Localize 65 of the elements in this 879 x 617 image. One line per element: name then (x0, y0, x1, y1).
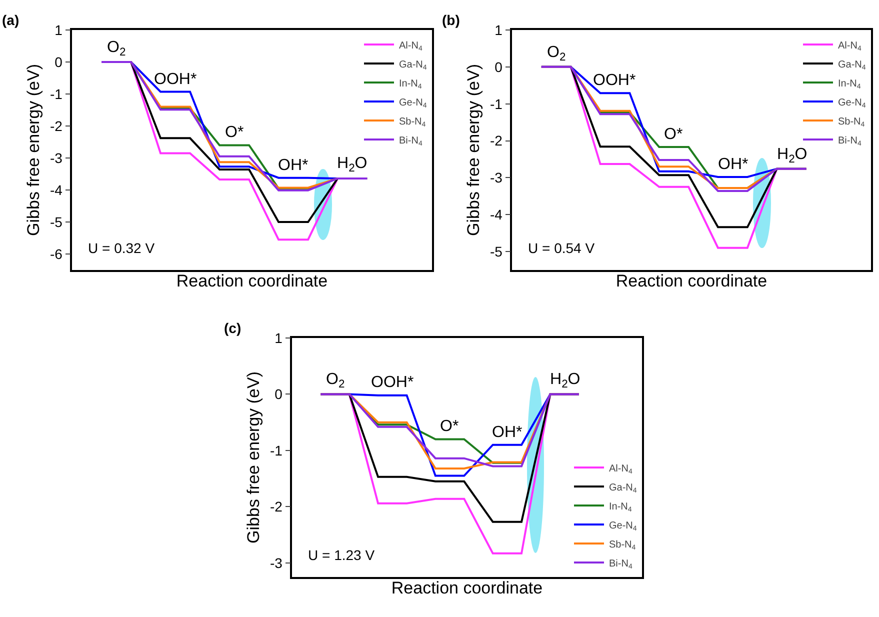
legend-label: In-N$_{4}$ (609, 501, 632, 514)
annotation: O$_{2}$ (547, 44, 566, 64)
chart-title: (a) (2, 12, 20, 28)
y-tick-label: -3 (270, 554, 283, 571)
y-tick-label: -1 (50, 86, 63, 102)
annotation: H$_{2}$O (337, 155, 368, 174)
y-axis-title: Gibbs free energy (eV) (244, 372, 264, 544)
y-tick-label: -1 (270, 442, 283, 458)
legend-label: Bi-N$_{4}$ (609, 558, 632, 570)
y-tick-label: -5 (490, 243, 503, 260)
legend-label: Al-N$_{4}$ (609, 463, 632, 476)
chart-title: (c) (224, 320, 242, 336)
annotation: O* (664, 126, 683, 143)
y-tick-label: 0 (494, 58, 503, 75)
legend-label: Al-N$_{4}$ (399, 40, 422, 52)
y-tick-label: 1 (494, 22, 503, 38)
y-tick-label: -4 (490, 206, 503, 223)
y-tick-label: 0 (54, 54, 63, 70)
annotation: U = 1.23 V (308, 547, 376, 563)
y-tick-label: -1 (490, 96, 503, 112)
x-axis-title: Reaction coordinate (391, 578, 543, 598)
y-tick-label: -5 (50, 214, 63, 230)
annotation: U = 0.32 V (88, 240, 156, 256)
chart-title: (b) (442, 12, 460, 28)
y-tick-label: -4 (50, 182, 63, 198)
legend-label: Sb-N$_{4}$ (838, 116, 865, 128)
x-axis-title: Reaction coordinate (176, 272, 328, 291)
y-axis-title: Gibbs free energy (eV) (24, 64, 44, 236)
legend-label: In-N$_{4}$ (399, 78, 422, 90)
legend-label: Sb-N$_{4}$ (399, 116, 426, 128)
annotation: OH* (718, 156, 748, 173)
annotation: OH* (492, 424, 522, 441)
y-tick-label: -3 (50, 150, 63, 166)
y-tick-label: -2 (270, 498, 283, 515)
legend-label: Ge-N$_{4}$ (838, 97, 866, 110)
x-axis-title: Reaction coordinate (616, 272, 768, 291)
annotation: H$_{2}$O (777, 146, 808, 166)
y-tick-label: -2 (490, 132, 503, 149)
legend-label: Al-N$_{4}$ (838, 40, 862, 52)
annotation: O$_{2}$ (107, 39, 126, 58)
annotation: U = 0.54 V (528, 240, 596, 256)
annotation: OOH* (593, 72, 636, 89)
y-tick-label: -3 (490, 170, 503, 186)
annotation: O* (440, 418, 459, 435)
legend-label: Ga-N$_{4}$ (838, 59, 866, 72)
annotation: OOH* (371, 374, 414, 391)
y-tick-label: 1 (54, 22, 63, 38)
legend-label: Ge-N$_{4}$ (609, 520, 637, 532)
legend-label: Ga-N$_{4}$ (399, 59, 427, 72)
y-tick-label: 1 (274, 330, 283, 346)
annotation: O* (225, 124, 244, 141)
legend-label: Bi-N$_{4}$ (838, 135, 862, 148)
annotation: H$_{2}$O (550, 371, 580, 390)
annotation: OOH* (154, 71, 197, 88)
annotation: O$_{2}$ (326, 371, 345, 390)
legend-label: Bi-N$_{4}$ (399, 135, 422, 148)
y-tick-label: -6 (50, 246, 63, 262)
annotation: OH* (278, 157, 308, 174)
legend-label: Sb-N$_{4}$ (609, 539, 636, 552)
y-tick-label: -2 (50, 118, 63, 134)
legend-label: Ga-N$_{4}$ (609, 482, 637, 494)
y-tick-label: 0 (274, 386, 283, 402)
legend-label: In-N$_{4}$ (838, 78, 861, 90)
legend-label: Ge-N$_{4}$ (399, 97, 427, 110)
y-axis-title: Gibbs free energy (eV) (464, 64, 484, 236)
